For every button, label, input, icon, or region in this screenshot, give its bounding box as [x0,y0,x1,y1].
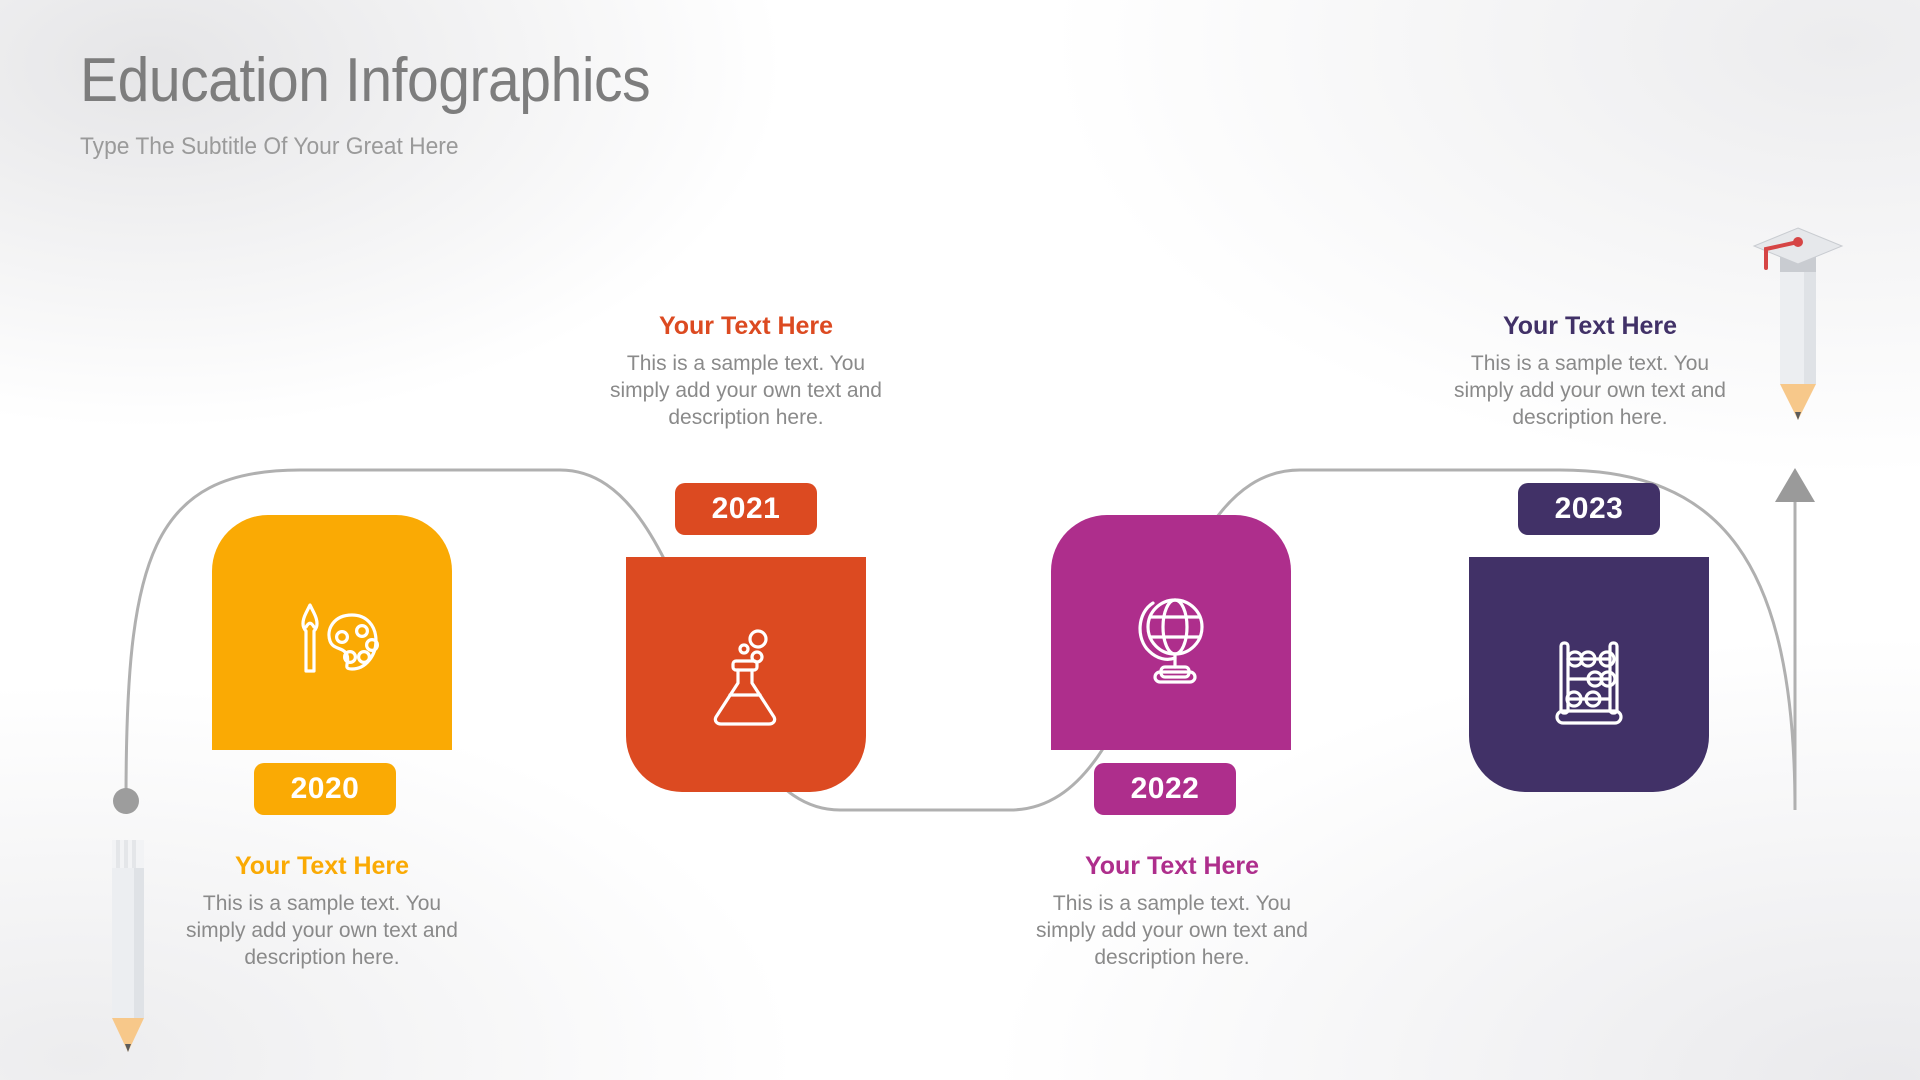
step-body: This is a sample text. You simply add yo… [610,352,882,429]
step-heading: Your Text Here [234,852,410,880]
step-heading: Your Text Here [658,312,834,340]
text-block-2021: Your Text Here This is a sample text. Yo… [596,312,896,432]
text-block-2022: Your Text Here This is a sample text. Yo… [1022,852,1322,972]
year-badge-2022[interactable]: 2022 [1094,763,1236,815]
step-heading: Your Text Here [1084,852,1260,880]
text-block-2023: Your Text Here This is a sample text. Yo… [1440,312,1740,432]
card-2023[interactable] [1469,557,1709,792]
page-title: Education Infographics [80,46,651,115]
step-heading: Your Text Here [1502,312,1678,340]
pencil-icon [112,840,144,1052]
palette-brush-icon [212,587,452,691]
card-2021[interactable] [626,557,866,792]
text-block-2020: Your Text Here This is a sample text. Yo… [172,852,472,972]
pencil-graduation-cap-icon [1752,227,1844,420]
connector-path [124,468,1797,812]
year-badge-2021[interactable]: 2021 [675,483,817,535]
globe-stand-icon [1051,583,1291,687]
step-body: This is a sample text. You simply add yo… [1036,892,1308,969]
page-subtitle: Type The Subtitle Of Your Great Here [80,133,459,161]
year-badge-2020[interactable]: 2020 [254,763,396,815]
flask-icon [626,625,866,729]
timeline-start-dot [113,788,139,814]
timeline-end-arrow [1775,468,1815,502]
year-badge-2023[interactable]: 2023 [1518,483,1660,535]
card-2020[interactable] [212,515,452,750]
abacus-icon [1469,625,1709,729]
card-2022[interactable] [1051,515,1291,750]
step-body: This is a sample text. You simply add yo… [186,892,458,969]
step-body: This is a sample text. You simply add yo… [1454,352,1726,429]
header: Education Infographics Type The Subtitle… [80,48,700,161]
